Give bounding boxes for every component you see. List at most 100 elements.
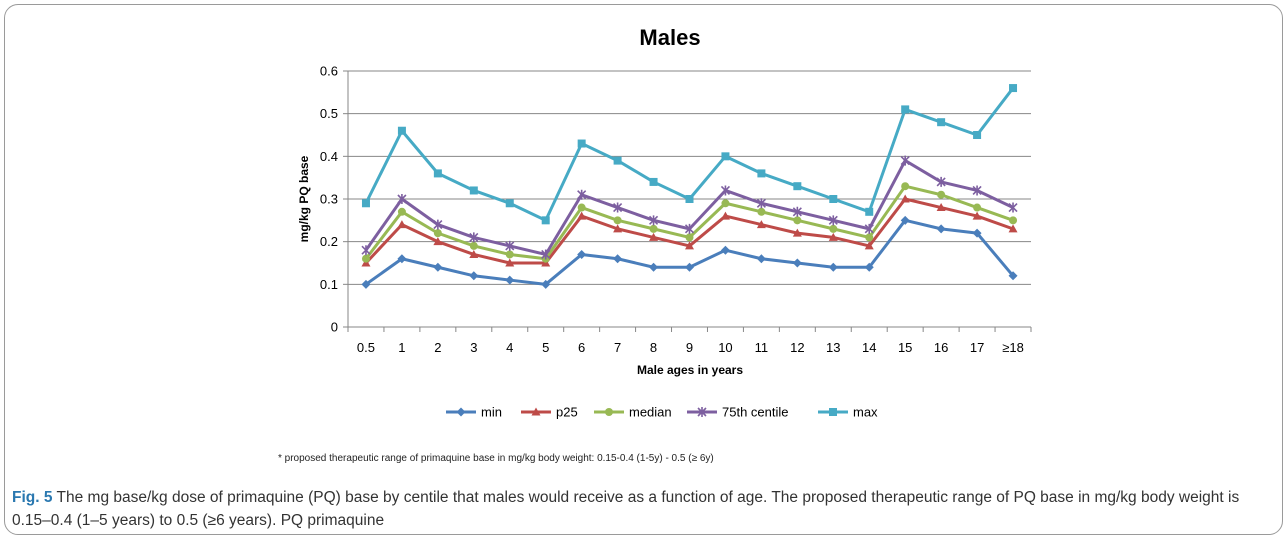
data-point-4-15 <box>901 105 910 114</box>
data-point-4-10 <box>721 152 730 161</box>
data-point-3-12 <box>792 206 802 217</box>
data-point-1-3 <box>469 249 479 258</box>
data-point-3-5 <box>541 249 551 260</box>
data-point-2-9 <box>685 233 694 242</box>
data-point-2-4 <box>505 250 514 259</box>
data-point-1-10 <box>720 211 730 220</box>
data-point-3-4 <box>505 240 515 251</box>
data-point-4-13 <box>829 195 838 203</box>
x-tick-label-18: ≥18 <box>1002 340 1024 355</box>
data-point-1-18 <box>1008 224 1018 233</box>
data-point-3-6 <box>577 189 587 200</box>
data-point-1-16 <box>936 203 946 212</box>
data-point-1-9 <box>685 241 694 250</box>
data-point-0-0 <box>361 279 371 289</box>
data-point-0-5 <box>541 279 551 289</box>
data-point-0-18 <box>1008 271 1018 281</box>
legend-label-3: 75th centile <box>722 405 789 420</box>
data-point-1-11 <box>756 220 766 229</box>
data-point-0-6 <box>577 249 587 259</box>
data-point-3-1 <box>397 194 407 204</box>
data-point-1-14 <box>864 241 874 250</box>
y-tick-label-1: 0.1 <box>320 277 338 292</box>
x-tick-label-7: 7 <box>614 340 621 355</box>
series-min <box>361 215 1018 289</box>
series-median <box>361 182 1018 263</box>
data-point-2-2 <box>433 229 442 238</box>
data-point-0-9 <box>685 262 694 272</box>
data-point-2-17 <box>973 203 982 212</box>
y-tick-label-2: 0.2 <box>320 234 338 249</box>
x-tick-label-9: 9 <box>686 340 693 355</box>
data-point-2-12 <box>793 216 802 225</box>
data-point-0-10 <box>720 245 730 255</box>
x-axis-label: Male ages in years <box>637 363 743 377</box>
chart-title: Males <box>639 25 700 50</box>
x-tick-label-6: 6 <box>578 340 585 355</box>
series-75th-centile <box>361 155 1018 260</box>
data-point-3-13 <box>828 215 838 226</box>
data-point-3-10 <box>720 185 731 196</box>
data-point-3-16 <box>936 176 946 187</box>
data-point-4-9 <box>685 195 694 203</box>
data-point-0-7 <box>613 254 623 264</box>
data-point-1-17 <box>972 211 982 220</box>
data-point-4-11 <box>757 169 766 178</box>
data-point-3-3 <box>469 232 479 243</box>
legend-marker-0 <box>456 407 466 417</box>
x-tick-label-14: 14 <box>862 340 876 355</box>
data-point-3-7 <box>613 202 623 213</box>
data-point-0-12 <box>792 258 802 268</box>
data-point-3-17 <box>972 185 982 196</box>
x-tick-label-13: 13 <box>826 340 840 355</box>
x-tick-labels: 0.5 1 2 3 4 5 6 7 8 9 10 11 12 13 14 15 16 17 ≥18 <box>357 340 1024 355</box>
data-point-3-11 <box>756 198 766 209</box>
legend-marker-3 <box>697 407 707 417</box>
data-point-1-13 <box>828 232 838 241</box>
data-point-4-5 <box>541 216 550 225</box>
data-point-2-7 <box>613 216 622 225</box>
series-p25 <box>361 194 1018 267</box>
data-point-0-3 <box>469 271 479 281</box>
legend-label-4: max <box>853 405 878 420</box>
data-point-4-3 <box>469 186 478 195</box>
figure-frame <box>4 4 1283 535</box>
x-tick-label-12: 12 <box>790 340 804 355</box>
data-point-0-11 <box>756 254 766 264</box>
legend-label-0: min <box>481 405 502 420</box>
data-point-2-11 <box>757 207 766 216</box>
data-point-0-4 <box>505 275 515 285</box>
data-point-4-18 <box>1009 84 1018 93</box>
footnote: * proposed therapeutic range of primaqui… <box>278 453 714 464</box>
data-point-3-8 <box>648 215 659 226</box>
data-point-0-15 <box>900 215 910 225</box>
x-tick-label-16: 16 <box>934 340 948 355</box>
data-point-1-4 <box>505 258 515 267</box>
data-point-0-8 <box>649 262 659 272</box>
data-point-1-1 <box>397 220 407 229</box>
data-point-2-16 <box>937 190 946 199</box>
data-point-1-12 <box>792 228 802 237</box>
y-tick-label-6: 0.6 <box>320 64 338 79</box>
data-point-1-7 <box>613 224 623 233</box>
x-tick-label-15: 15 <box>898 340 912 355</box>
legend-marker-2 <box>605 408 613 416</box>
data-point-2-1 <box>397 207 406 216</box>
data-point-4-12 <box>793 182 802 191</box>
data-point-0-1 <box>397 254 407 264</box>
x-tick-label-4: 4 <box>506 340 513 355</box>
data-point-2-0 <box>361 254 370 263</box>
data-point-0-13 <box>828 262 838 272</box>
data-point-4-4 <box>505 199 514 208</box>
series-lines <box>361 84 1018 289</box>
x-tick-label-10: 10 <box>718 340 732 355</box>
data-point-2-15 <box>901 182 910 191</box>
data-point-2-3 <box>469 241 478 250</box>
legend-marker-1 <box>531 407 541 416</box>
figure-label: Fig. 5 <box>12 489 53 506</box>
data-point-3-14 <box>864 223 874 234</box>
data-point-2-10 <box>721 199 730 208</box>
data-point-4-1 <box>397 126 406 135</box>
data-point-3-0 <box>361 245 371 256</box>
